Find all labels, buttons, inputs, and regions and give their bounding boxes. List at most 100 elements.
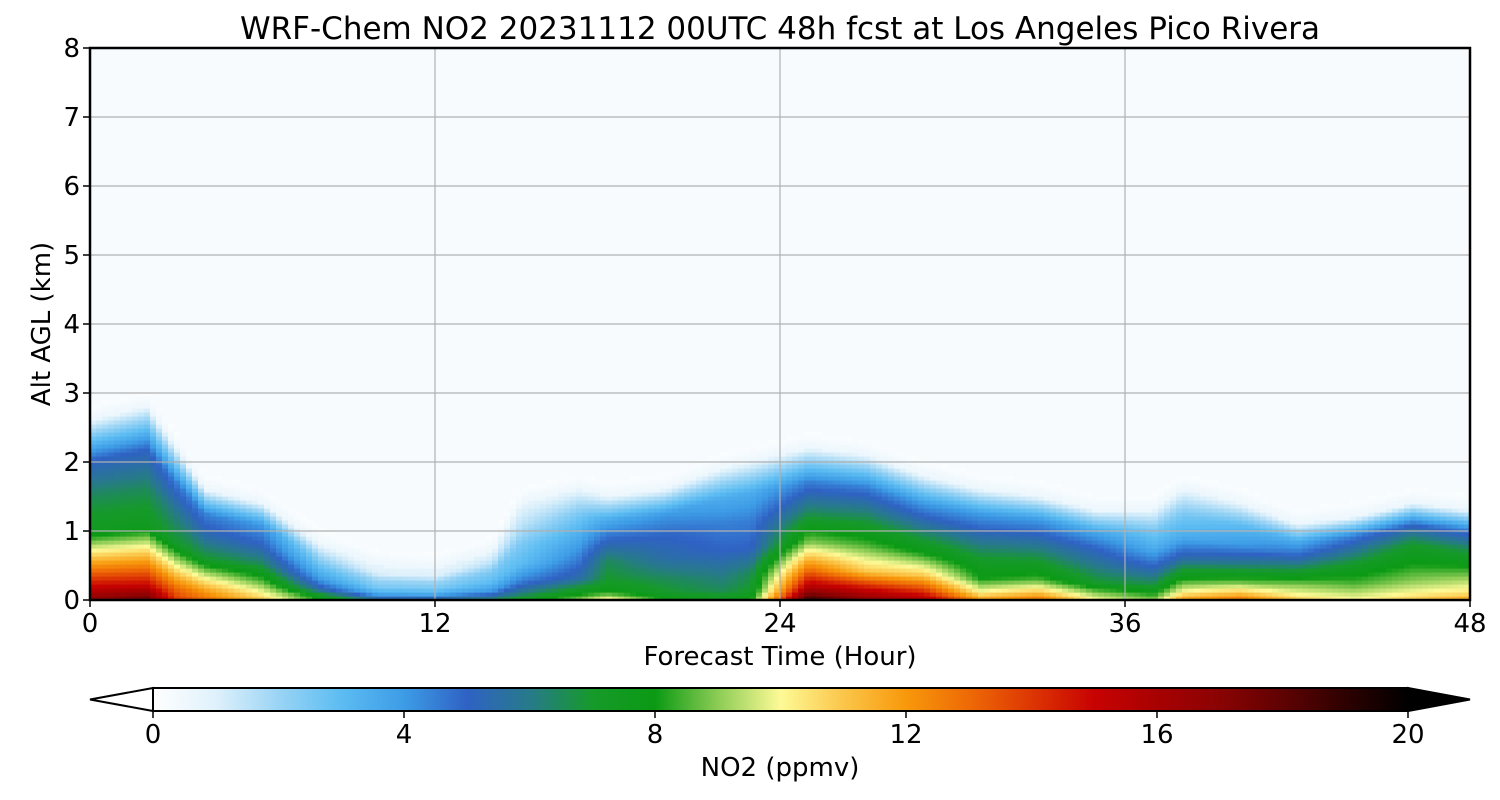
- heatmap-cell: [132, 580, 139, 585]
- heatmap-cell: [654, 480, 661, 485]
- heatmap-cell: [684, 576, 691, 581]
- heatmap-cell: [720, 524, 727, 529]
- heatmap-cell: [738, 472, 745, 477]
- heatmap-cell: [600, 592, 607, 597]
- heatmap-cell: [504, 560, 511, 565]
- heatmap-cell: [150, 456, 157, 461]
- heatmap-cell: [804, 496, 811, 501]
- heatmap-cell: [90, 496, 97, 501]
- heatmap-cell: [252, 580, 259, 585]
- heatmap-cell: [918, 556, 925, 561]
- heatmap-cell: [108, 592, 115, 597]
- heatmap-cell: [570, 548, 577, 553]
- heatmap-cell: [648, 484, 655, 489]
- heatmap-cell: [138, 400, 145, 405]
- heatmap-cell: [816, 552, 823, 557]
- heatmap-cell: [570, 484, 577, 489]
- heatmap-cell: [684, 568, 691, 573]
- heatmap-cell: [1038, 576, 1045, 581]
- heatmap-cell: [912, 588, 919, 593]
- heatmap-cell: [996, 500, 1003, 505]
- heatmap-cell: [888, 488, 895, 493]
- heatmap-cell: [642, 548, 649, 553]
- heatmap-cell: [120, 572, 127, 577]
- heatmap-cell: [1002, 588, 1009, 593]
- heatmap-cell: [516, 540, 523, 545]
- heatmap-cell: [732, 536, 739, 541]
- heatmap-cell: [714, 456, 721, 461]
- heatmap-cell: [966, 488, 973, 493]
- heatmap-cell: [162, 452, 169, 457]
- heatmap-cell: [684, 504, 691, 509]
- heatmap-cell: [702, 504, 709, 509]
- heatmap-cell: [126, 568, 133, 573]
- heatmap-cell: [648, 540, 655, 545]
- heatmap-cell: [660, 492, 667, 497]
- heatmap-cell: [876, 488, 883, 493]
- heatmap-cell: [900, 588, 907, 593]
- heatmap-cell: [990, 572, 997, 577]
- heatmap-cell: [726, 484, 733, 489]
- heatmap-cell: [372, 556, 379, 561]
- heatmap-cell: [498, 528, 505, 533]
- heatmap-cell: [414, 576, 421, 581]
- heatmap-cell: [654, 576, 661, 581]
- heatmap-cell: [306, 552, 313, 557]
- heatmap-cell: [102, 436, 109, 441]
- heatmap-cell: [804, 560, 811, 565]
- heatmap-cell: [738, 564, 745, 569]
- heatmap-cell: [198, 492, 205, 497]
- heatmap-cell: [726, 468, 733, 473]
- heatmap-cell: [876, 524, 883, 529]
- heatmap-cell: [1008, 584, 1015, 589]
- heatmap-cell: [648, 568, 655, 573]
- heatmap-cell: [276, 564, 283, 569]
- heatmap-cell: [906, 560, 913, 565]
- heatmap-cell: [852, 596, 859, 600]
- heatmap-cell: [1026, 544, 1033, 549]
- heatmap-cell: [108, 400, 115, 405]
- heatmap-cell: [774, 576, 781, 581]
- heatmap-cell: [672, 568, 679, 573]
- heatmap-cell: [216, 540, 223, 545]
- heatmap-cell: [990, 488, 997, 493]
- heatmap-cell: [864, 536, 871, 541]
- heatmap-cell: [1020, 564, 1027, 569]
- heatmap-cell: [96, 428, 103, 433]
- heatmap-cell: [384, 560, 391, 565]
- heatmap-cell: [678, 524, 685, 529]
- heatmap-cell: [486, 564, 493, 569]
- heatmap-cell: [618, 548, 625, 553]
- heatmap-cell: [708, 456, 715, 461]
- heatmap-cell: [354, 592, 361, 597]
- heatmap-cell: [744, 476, 751, 481]
- heatmap-cell: [666, 592, 673, 597]
- heatmap-cell: [114, 548, 121, 553]
- heatmap-cell: [606, 496, 613, 501]
- heatmap-cell: [126, 432, 133, 437]
- heatmap-cell: [258, 528, 265, 533]
- heatmap-cell: [1032, 564, 1039, 569]
- heatmap-cell: [840, 528, 847, 533]
- heatmap-cell: [312, 536, 319, 541]
- heatmap-cell: [192, 568, 199, 573]
- heatmap-cell: [618, 592, 625, 597]
- heatmap-cell: [954, 500, 961, 505]
- heatmap-cell: [192, 480, 199, 485]
- heatmap-cell: [870, 564, 877, 569]
- heatmap-cell: [660, 516, 667, 521]
- heatmap-cell: [708, 472, 715, 477]
- heatmap-cell: [276, 548, 283, 553]
- heatmap-cell: [774, 452, 781, 457]
- heatmap-cell: [612, 552, 619, 557]
- heatmap-cell: [714, 576, 721, 581]
- heatmap-cell: [492, 588, 499, 593]
- heatmap-cell: [576, 560, 583, 565]
- heatmap-cell: [636, 584, 643, 589]
- heatmap-cell: [990, 536, 997, 541]
- heatmap-cell: [930, 584, 937, 589]
- heatmap-cell: [120, 516, 127, 521]
- heatmap-cell: [696, 556, 703, 561]
- heatmap-cell: [612, 596, 619, 600]
- heatmap-cell: [684, 532, 691, 537]
